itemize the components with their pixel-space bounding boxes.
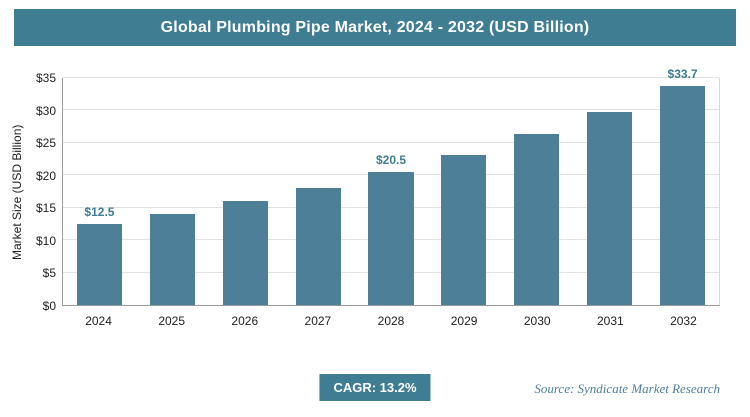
x-tick-label-2025: 2025 — [158, 314, 186, 328]
bar-column-2028: $20.5 — [355, 78, 428, 305]
y-axis-ticks: $0 $5 $10 $15 $20 $25 $30 $35 — [24, 71, 62, 313]
x-tick-label-2026: 2026 — [231, 314, 259, 328]
gridline — [63, 77, 719, 78]
x-tick-label-2027: 2027 — [304, 314, 332, 328]
chart-area: Market Size (USD Billion) $0 $5 $10 $15 $20 $… — [10, 67, 720, 328]
x-tick-label-2031: 2031 — [596, 314, 624, 328]
x-axis-ticks: 2024 2025 2026 2027 2028 2029 2030 2031 2032 — [62, 306, 720, 328]
plot-area: $12.5 $20.5 $33.7 — [62, 67, 720, 306]
bar-2031 — [587, 111, 633, 305]
bar-column-2032: $33.7 — [646, 67, 719, 305]
plot-column: $12.5 $20.5 $33.7 2024 2025 2026 2027 2028 2029… — [62, 67, 720, 328]
bar-column-2025 — [136, 78, 209, 305]
y-tick-label: $35 — [35, 71, 56, 85]
chart-title: Global Plumbing Pipe Market, 2024 - 2032… — [160, 18, 590, 36]
bar-2028: $20.5 — [368, 153, 414, 305]
gridline — [63, 109, 719, 111]
footer: CAGR: 13.2% Source: Syndicate Market Res… — [0, 373, 750, 403]
bar-2026 — [222, 201, 268, 305]
data-label-2024: $12.5 — [84, 204, 115, 219]
y-axis-label: Market Size (USD Billion) — [10, 124, 24, 260]
data-label-2032: $33.7 — [667, 67, 698, 82]
y-tick-label: $5 — [42, 266, 56, 281]
y-tick-label: $15 — [35, 201, 56, 216]
x-tick-label-2028: 2028 — [377, 314, 405, 328]
y-tick-label: $30 — [35, 103, 56, 118]
bar-column-2031 — [573, 78, 646, 305]
cagr-badge: CAGR: 13.2% — [319, 374, 431, 401]
bar-column-2029 — [427, 78, 500, 305]
y-tick-label: $25 — [35, 136, 56, 151]
bar-2025 — [149, 213, 195, 305]
y-tick-label: $20 — [35, 168, 56, 183]
x-tick-label-2024: 2024 — [85, 314, 112, 328]
bar-2030 — [514, 134, 560, 305]
x-tick-label-2032: 2032 — [670, 314, 697, 328]
x-tick-label-2030: 2030 — [523, 314, 551, 328]
bar-2024: $12.5 — [76, 205, 123, 305]
bar-2029 — [441, 154, 487, 305]
bar-column-2024: $12.5 — [63, 78, 136, 305]
bar-column-2030 — [500, 78, 573, 305]
gridline — [63, 141, 719, 143]
y-tick-label: $0 — [42, 299, 56, 313]
data-label-2028: $20.5 — [375, 153, 407, 168]
source-text: Source: Syndicate Market Research — [534, 381, 720, 396]
y-tick-label: $10 — [35, 233, 56, 248]
chart-title-bar: Global Plumbing Pipe Market, 2024 - 2032… — [14, 9, 736, 46]
bar-column-2027 — [282, 78, 355, 305]
bar-2032: $33.7 — [659, 67, 706, 305]
bar-2027 — [295, 187, 341, 305]
bar-column-2026 — [209, 78, 282, 305]
x-tick-label-2029: 2029 — [450, 314, 478, 328]
